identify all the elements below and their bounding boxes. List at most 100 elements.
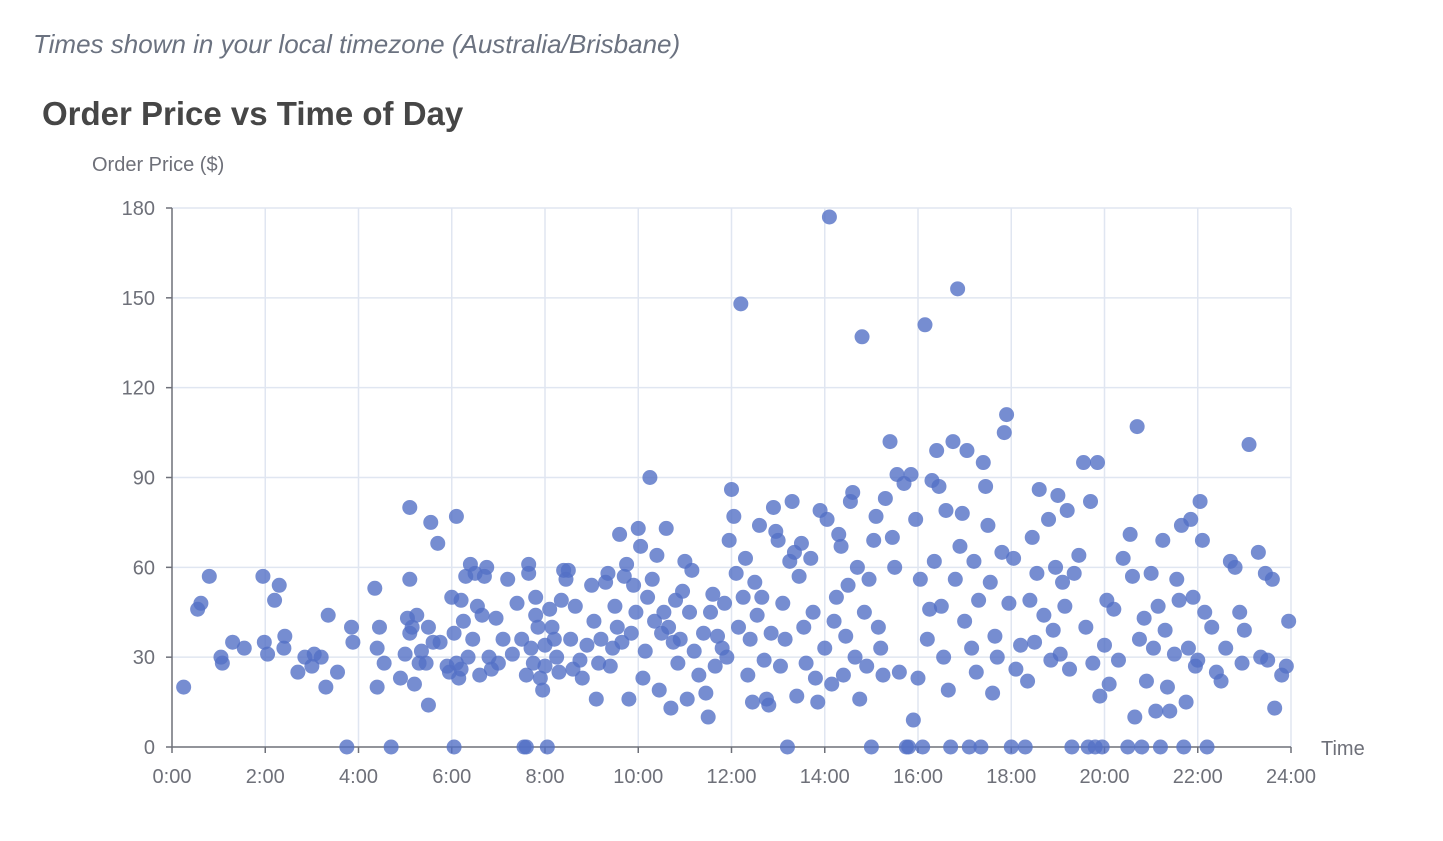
data-point xyxy=(698,685,714,701)
data-point xyxy=(915,739,931,755)
data-point xyxy=(861,571,877,587)
data-point xyxy=(509,595,525,611)
data-point xyxy=(271,577,287,593)
data-point xyxy=(1059,502,1075,518)
data-point xyxy=(339,739,355,755)
data-point xyxy=(1159,679,1175,695)
data-point xyxy=(600,565,616,581)
data-point xyxy=(588,691,604,707)
data-point xyxy=(1227,559,1243,575)
data-point xyxy=(749,607,765,623)
data-point xyxy=(1027,634,1043,650)
data-point xyxy=(717,595,733,611)
data-point xyxy=(1150,598,1166,614)
data-point xyxy=(756,652,772,668)
data-point xyxy=(670,655,686,671)
data-point xyxy=(514,631,530,647)
data-point xyxy=(1110,652,1126,668)
data-point xyxy=(369,640,385,656)
data-point xyxy=(952,538,968,554)
data-point xyxy=(621,691,637,707)
data-point xyxy=(1143,565,1159,581)
data-point xyxy=(420,619,436,635)
data-point xyxy=(947,571,963,587)
data-point xyxy=(1194,532,1210,548)
data-point xyxy=(572,652,588,668)
data-point xyxy=(397,646,413,662)
data-point xyxy=(612,526,628,542)
data-point xyxy=(710,628,726,644)
data-point xyxy=(651,682,667,698)
data-point xyxy=(1094,739,1110,755)
data-point xyxy=(770,532,786,548)
data-point xyxy=(376,655,392,671)
data-point xyxy=(539,739,555,755)
data-point xyxy=(430,535,446,551)
data-point xyxy=(413,643,429,659)
data-point xyxy=(705,586,721,602)
data-point xyxy=(256,634,272,650)
data-point xyxy=(528,589,544,605)
data-point xyxy=(276,640,292,656)
data-point xyxy=(318,679,334,695)
data-point xyxy=(882,434,898,450)
data-point xyxy=(1006,550,1022,566)
data-point xyxy=(567,598,583,614)
data-point xyxy=(630,520,646,536)
data-point xyxy=(277,628,293,644)
data-point xyxy=(999,407,1015,423)
data-point xyxy=(1178,694,1194,710)
data-point xyxy=(236,640,252,656)
data-point xyxy=(691,667,707,683)
data-point xyxy=(537,658,553,674)
y-axis-title: Order Price ($) xyxy=(92,154,224,176)
data-point xyxy=(719,649,735,665)
data-point xyxy=(961,739,977,755)
data-point xyxy=(852,691,868,707)
data-point xyxy=(1183,511,1199,527)
data-point xyxy=(584,577,600,593)
data-point xyxy=(791,568,807,584)
data-point xyxy=(488,610,504,626)
data-point xyxy=(495,631,511,647)
data-point xyxy=(530,619,546,635)
data-point xyxy=(989,649,1005,665)
data-point xyxy=(1041,511,1057,527)
data-point xyxy=(789,688,805,704)
data-point xyxy=(931,478,947,494)
data-point xyxy=(474,607,490,623)
data-point xyxy=(728,565,744,581)
data-point xyxy=(542,601,558,617)
data-point xyxy=(973,739,989,755)
data-point xyxy=(835,667,851,683)
data-point xyxy=(453,661,469,677)
x-axis-title: Time xyxy=(1321,738,1365,760)
data-point xyxy=(532,670,548,686)
data-point xyxy=(950,281,966,297)
data-point xyxy=(737,550,753,566)
data-point xyxy=(546,631,562,647)
data-point xyxy=(912,571,928,587)
axis-ticks: 0 30 60 90 120 150 180 0:00 2:00 4:00 6:00 8:00 10:0… xyxy=(122,198,1316,788)
data-point xyxy=(1192,493,1208,509)
data-point xyxy=(863,739,879,755)
data-point xyxy=(1241,437,1257,453)
data-point xyxy=(854,329,870,345)
data-point xyxy=(747,574,763,590)
data-point xyxy=(1138,673,1154,689)
y-tick-label: 0 xyxy=(144,737,155,759)
data-point xyxy=(905,712,921,728)
x-tick-label: 14:00 xyxy=(800,766,850,788)
data-point xyxy=(1001,595,1017,611)
data-point xyxy=(1003,739,1019,755)
x-tick-label: 12:00 xyxy=(706,766,756,788)
x-tick-label: 20:00 xyxy=(1079,766,1129,788)
data-point xyxy=(721,532,737,548)
data-point xyxy=(929,443,945,459)
data-point xyxy=(1055,574,1071,590)
data-point xyxy=(775,595,791,611)
y-tick-label: 30 xyxy=(133,647,155,669)
data-point xyxy=(945,434,961,450)
data-point xyxy=(672,631,688,647)
data-point xyxy=(593,631,609,647)
